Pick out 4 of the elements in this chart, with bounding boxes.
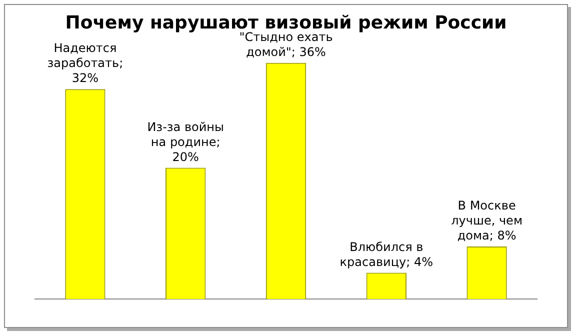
data-label: Из-за войны на родине; 20% (147, 120, 224, 164)
data-label: В Москве лучше, чем дома; 8% (451, 198, 522, 243)
data-label: Надеются заработать; 32% (47, 41, 124, 86)
data-label: Влюбился в красавицу; 4% (340, 240, 434, 269)
